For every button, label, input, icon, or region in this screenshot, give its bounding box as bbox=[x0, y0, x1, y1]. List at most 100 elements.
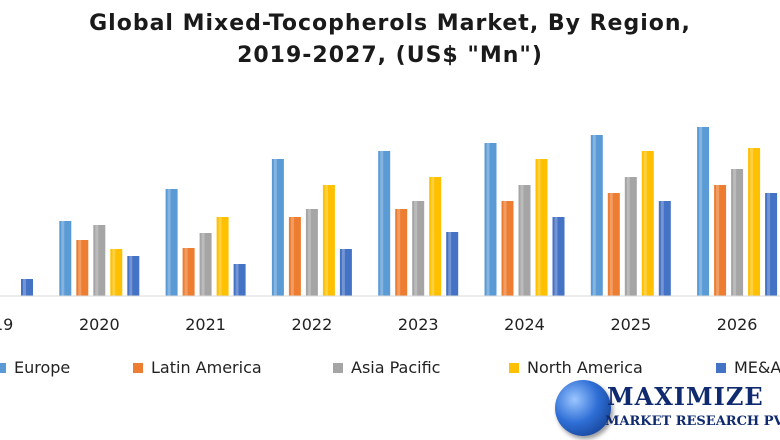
bar-highlight bbox=[486, 143, 490, 296]
bar-highlight bbox=[201, 233, 205, 296]
legend-item-europe: Europe bbox=[0, 358, 70, 377]
bar-highlight bbox=[520, 185, 524, 296]
bar-north-america-2024 bbox=[535, 159, 548, 296]
bar-europe-2024 bbox=[484, 143, 497, 296]
bar-highlight bbox=[767, 193, 771, 296]
bar-latin-america-2022 bbox=[288, 217, 301, 296]
bar-highlight bbox=[609, 193, 613, 296]
x-tick-labels: 201920202021202220232024202520262027 bbox=[0, 315, 758, 334]
bar-north-america-2020 bbox=[110, 249, 123, 296]
bar-highlight bbox=[78, 240, 82, 296]
bar-asia-pacific-2022 bbox=[305, 209, 318, 296]
legend: Europe Latin America Asia Pacific North … bbox=[0, 358, 780, 380]
bar-highlight bbox=[592, 135, 596, 296]
bar-me-a-2023 bbox=[446, 232, 459, 296]
bar-latin-america-2021 bbox=[182, 248, 195, 296]
bar-asia-pacific-2023 bbox=[412, 201, 425, 296]
bar-highlight bbox=[626, 177, 630, 296]
company-logo: MAXIMIZE MARKET RESEARCH PVT bbox=[555, 380, 780, 440]
legend-swatch-north-america bbox=[509, 362, 519, 373]
legend-item-asia-pacific: Asia Pacific bbox=[333, 358, 440, 377]
bar-latin-america-2020 bbox=[76, 240, 89, 296]
bar-latin-america-2024 bbox=[501, 201, 514, 296]
bar-highlight bbox=[750, 148, 754, 296]
bar-highlight bbox=[414, 201, 418, 296]
bar-highlight bbox=[184, 248, 188, 296]
bar-asia-pacific-2021 bbox=[199, 233, 212, 296]
bar-highlight bbox=[61, 221, 65, 296]
legend-swatch-latin-america bbox=[133, 362, 143, 373]
legend-item-latin-america: Latin America bbox=[133, 358, 262, 377]
bar-europe-2023 bbox=[378, 151, 391, 296]
bar-highlight bbox=[235, 264, 239, 296]
legend-swatch-europe bbox=[0, 362, 6, 373]
chart-title-line-2: 2019-2027, (US$ "Mn") bbox=[237, 43, 543, 68]
logo-tagline: MARKET RESEARCH PVT bbox=[605, 414, 780, 429]
bar-latin-america-2023 bbox=[395, 209, 408, 296]
x-tick-label-2024: 2024 bbox=[504, 315, 545, 334]
chart-title: Global Mixed-Tocopherols Market, By Regi… bbox=[0, 8, 780, 72]
bar-highlight bbox=[167, 189, 171, 296]
bar-highlight bbox=[341, 249, 345, 296]
bar-me-a-2024 bbox=[552, 217, 565, 296]
bar-asia-pacific-2020 bbox=[93, 225, 106, 296]
bar-highlight bbox=[290, 217, 294, 296]
bar-highlight bbox=[380, 151, 384, 296]
bar-highlight bbox=[431, 177, 435, 296]
bars-group bbox=[21, 127, 778, 296]
x-tick-label-2019: 2019 bbox=[0, 315, 13, 334]
legend-swatch-mea bbox=[716, 362, 726, 373]
bar-europe-2021 bbox=[165, 189, 178, 296]
bar-highlight bbox=[554, 217, 558, 296]
bar-me-a-2022 bbox=[339, 249, 352, 296]
bar-highlight bbox=[448, 232, 452, 296]
chart-title-line-1: Global Mixed-Tocopherols Market, By Regi… bbox=[89, 11, 691, 36]
bar-highlight bbox=[273, 159, 277, 296]
bar-highlight bbox=[324, 185, 328, 296]
bar-north-america-2022 bbox=[322, 185, 335, 296]
bar-highlight bbox=[503, 201, 507, 296]
bar-europe-2022 bbox=[271, 159, 284, 296]
bar-latin-america-2025 bbox=[607, 193, 620, 296]
bar-me-a-2021 bbox=[233, 264, 246, 296]
bar-europe-2026 bbox=[697, 127, 710, 296]
bar-chart: 201920202021202220232024202520262027 bbox=[0, 127, 780, 334]
bar-highlight bbox=[397, 209, 401, 296]
legend-label-north-america: North America bbox=[527, 358, 643, 377]
bar-me-a-2020 bbox=[127, 256, 140, 296]
bar-north-america-2025 bbox=[641, 151, 654, 296]
bar-north-america-2026 bbox=[748, 148, 761, 296]
bar-north-america-2023 bbox=[429, 177, 442, 296]
globe-icon bbox=[555, 380, 611, 436]
x-tick-label-2020: 2020 bbox=[79, 315, 120, 334]
x-tick-label-2021: 2021 bbox=[185, 315, 226, 334]
bar-highlight bbox=[643, 151, 647, 296]
legend-swatch-asia-pacific bbox=[333, 362, 343, 373]
x-tick-label-2026: 2026 bbox=[717, 315, 758, 334]
bar-highlight bbox=[716, 185, 720, 296]
bar-me-a-2019 bbox=[21, 279, 33, 296]
legend-item-north-america: North America bbox=[509, 358, 643, 377]
bar-highlight bbox=[307, 209, 311, 296]
bar-highlight bbox=[733, 169, 737, 296]
bar-europe-2025 bbox=[590, 135, 603, 296]
bar-north-america-2021 bbox=[216, 217, 229, 296]
legend-label-asia-pacific: Asia Pacific bbox=[351, 358, 441, 377]
bar-highlight bbox=[112, 249, 116, 296]
x-tick-label-2022: 2022 bbox=[292, 315, 333, 334]
legend-label-europe: Europe bbox=[14, 358, 71, 377]
bar-asia-pacific-2025 bbox=[624, 177, 637, 296]
legend-item-mea: ME&A bbox=[716, 358, 780, 377]
bar-highlight bbox=[218, 217, 222, 296]
bar-me-a-2025 bbox=[658, 201, 671, 296]
x-tick-label-2023: 2023 bbox=[398, 315, 439, 334]
legend-label-latin-america: Latin America bbox=[151, 358, 262, 377]
bar-highlight bbox=[660, 201, 664, 296]
bar-europe-2020 bbox=[59, 221, 72, 296]
logo-name: MAXIMIZE bbox=[607, 382, 764, 411]
legend-label-mea: ME&A bbox=[734, 358, 780, 377]
bar-latin-america-2026 bbox=[714, 185, 727, 296]
x-tick-label-2025: 2025 bbox=[610, 315, 651, 334]
bar-highlight bbox=[537, 159, 541, 296]
bar-asia-pacific-2026 bbox=[731, 169, 744, 296]
